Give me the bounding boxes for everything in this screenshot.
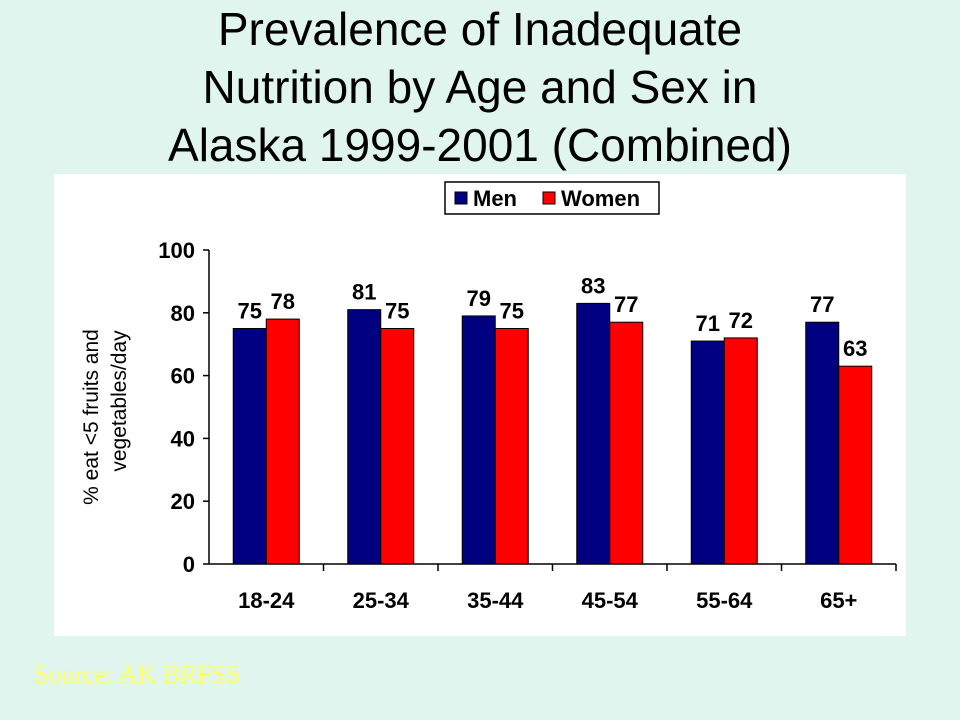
bar-women — [494, 328, 529, 565]
y-tick-label: 40 — [171, 426, 195, 451]
bar-women — [380, 328, 415, 565]
legend-label-women: Women — [561, 186, 640, 211]
data-label: 71 — [696, 311, 720, 336]
bar-men — [347, 309, 382, 565]
y-axis-label-line-1: % eat <5 fruits and — [80, 329, 103, 505]
slide-title: Prevalence of Inadequate Nutrition by Ag… — [0, 0, 960, 174]
y-tick-label: 80 — [171, 301, 195, 326]
legend-swatch-men — [454, 191, 468, 205]
bar-men — [690, 340, 725, 565]
legend-label-men: Men — [473, 186, 517, 211]
data-label: 63 — [843, 336, 867, 361]
y-tick-label: 60 — [171, 364, 195, 389]
data-label: 78 — [271, 289, 295, 314]
bar-chart: 0 20 40 60 80 100 18-24 75 78 25-34 81 75 35-44 79 75 4… — [80, 181, 897, 613]
y-tick-label: 100 — [158, 238, 195, 263]
title-line-2: Nutrition by Age and Sex in — [202, 61, 758, 113]
bar-women — [609, 321, 644, 565]
legend-swatch-women — [542, 191, 556, 205]
data-label: 75 — [385, 299, 409, 324]
title-line-1: Prevalence of Inadequate — [217, 3, 743, 55]
x-tick-label: 55-64 — [696, 588, 753, 613]
y-tick-label: 0 — [183, 552, 195, 577]
x-tick-label: 25-34 — [353, 588, 410, 613]
bar-men — [461, 315, 496, 565]
y-tick-label: 20 — [171, 489, 195, 514]
data-label: 79 — [467, 286, 491, 311]
x-tick-label: 45-54 — [582, 588, 639, 613]
data-label: 75 — [238, 299, 262, 324]
x-tick-label: 35-44 — [467, 588, 524, 613]
bar-women — [838, 365, 873, 565]
y-axis-label-line-2: vegetables/day — [108, 330, 131, 472]
bar-men — [805, 321, 840, 565]
chart-panel: 0 20 40 60 80 100 18-24 75 78 25-34 81 75 35-44 79 75 4… — [54, 174, 906, 636]
bar-men — [576, 302, 611, 565]
title-line-3: Alaska 1999-2001 (Combined) — [168, 119, 792, 171]
bar-women — [265, 318, 300, 565]
data-label: 75 — [500, 299, 524, 324]
data-label: 83 — [581, 273, 605, 298]
data-label: 77 — [810, 292, 834, 317]
data-label: 81 — [352, 280, 376, 305]
source-note: Source: AK BRFSS — [34, 660, 241, 689]
data-label: 77 — [614, 292, 638, 317]
data-label: 72 — [729, 308, 753, 333]
bar-men — [232, 328, 267, 565]
bar-women — [723, 337, 758, 565]
x-tick-label: 65+ — [820, 588, 857, 613]
x-tick-label: 18-24 — [238, 588, 295, 613]
